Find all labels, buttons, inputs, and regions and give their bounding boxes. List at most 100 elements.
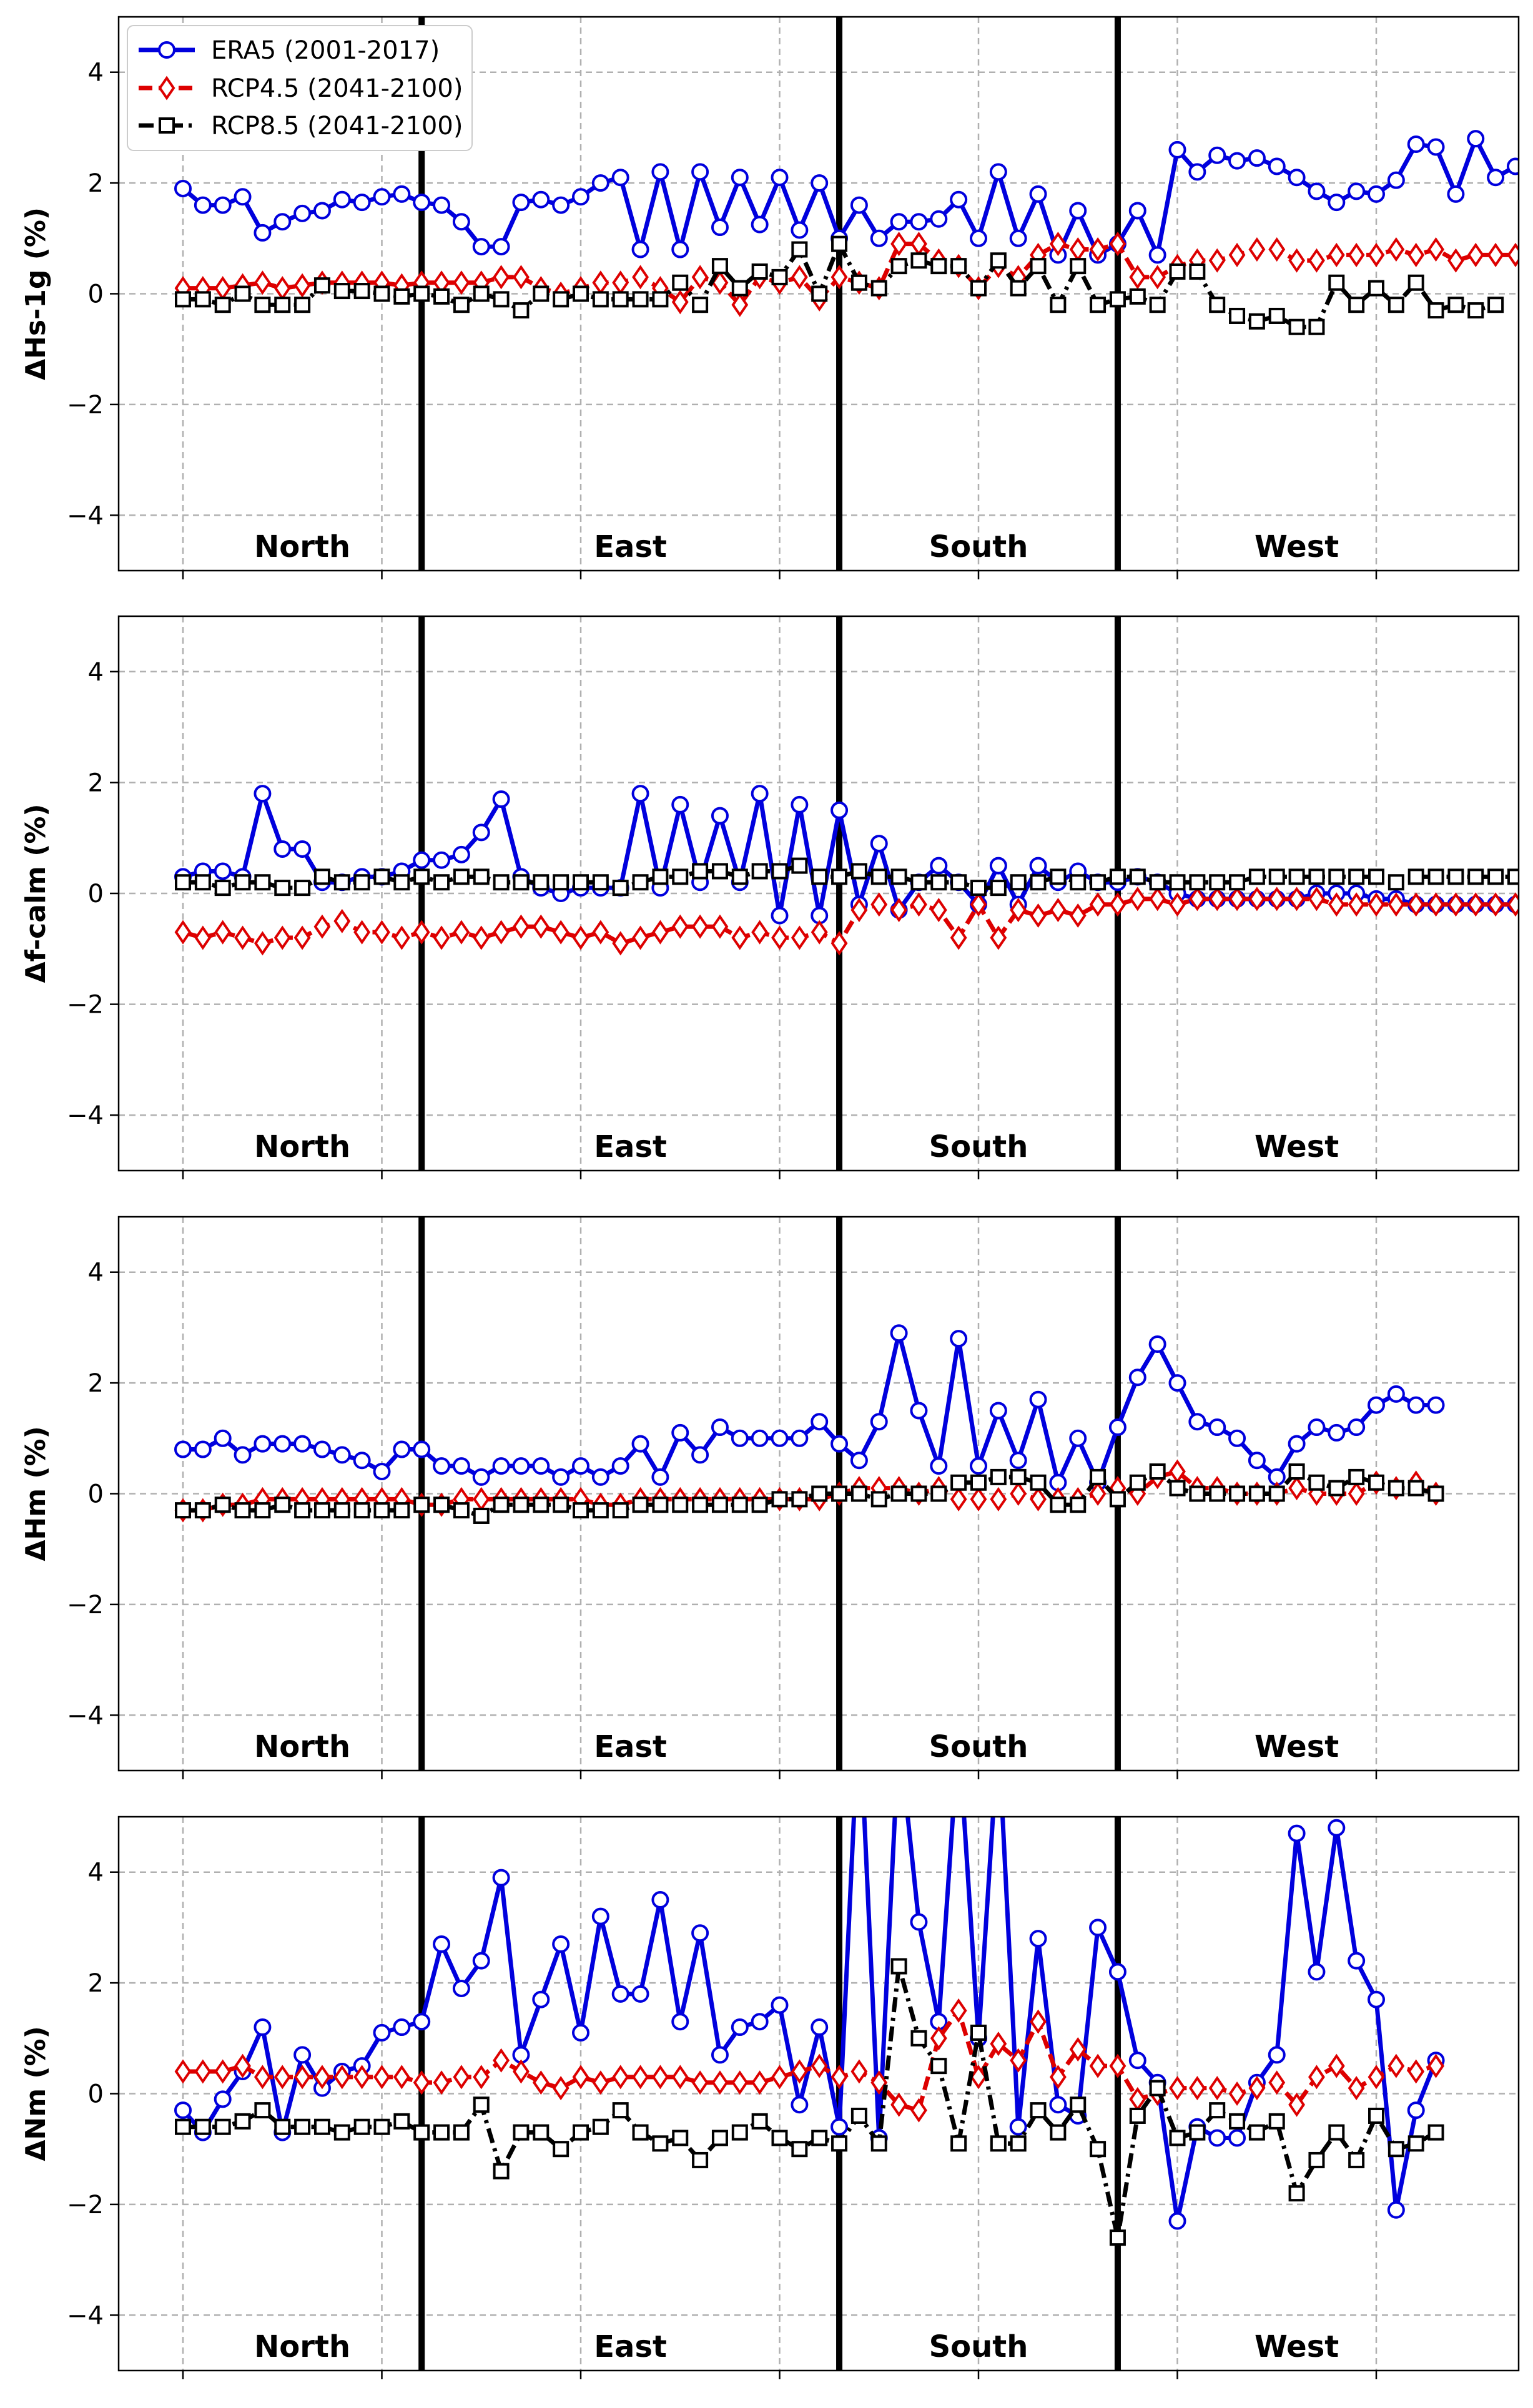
data-point-rcp45	[532, 914, 550, 939]
data-point-rcp45	[1169, 2076, 1186, 2101]
data-point-rcp85	[513, 302, 530, 319]
data-point-rcp85	[1010, 2135, 1027, 2152]
data-point-rcp85	[850, 863, 867, 880]
region-label-south: South	[929, 2329, 1028, 2364]
data-point-rcp85	[652, 1496, 669, 1513]
data-point-era5	[950, 1330, 968, 1348]
data-point-rcp85	[1487, 868, 1504, 885]
data-point-era5	[1009, 229, 1027, 247]
data-point-rcp85	[234, 874, 251, 891]
data-point-rcp85	[1189, 263, 1206, 280]
data-point-rcp85	[533, 2124, 550, 2141]
data-point-rcp85	[910, 252, 927, 269]
data-point-rcp45	[731, 292, 749, 317]
y-tick-label: 4	[88, 1859, 104, 1887]
data-point-rcp85	[592, 1502, 609, 1519]
data-point-rcp85	[234, 2113, 251, 2130]
data-point-rcp45	[1208, 2076, 1226, 2101]
data-point-era5	[274, 1435, 292, 1453]
data-point-rcp85	[811, 868, 828, 885]
data-point-rcp85	[771, 863, 788, 880]
data-point-rcp45	[1089, 237, 1107, 262]
data-point-rcp45	[1049, 2065, 1067, 2090]
data-point-era5	[811, 2018, 829, 2037]
data-point-rcp85	[1070, 2096, 1087, 2113]
data-point-rcp85	[1090, 297, 1107, 313]
data-point-rcp85	[1070, 1496, 1087, 1513]
data-point-rcp85	[274, 297, 291, 313]
data-point-rcp85	[990, 252, 1007, 269]
y-tick-label: −4	[67, 2301, 104, 2330]
data-point-era5	[1387, 2201, 1405, 2219]
data-point-rcp85	[175, 291, 191, 308]
data-point-era5	[353, 1452, 371, 1470]
data-point-rcp85	[592, 874, 609, 891]
data-point-era5	[1348, 1418, 1366, 1437]
data-point-era5	[1407, 2101, 1425, 2120]
data-point-era5	[174, 2101, 192, 2120]
data-point-era5	[254, 224, 272, 242]
data-point-rcp85	[632, 874, 649, 891]
data-point-rcp45	[1049, 898, 1067, 923]
y-tick-label: 4	[88, 658, 104, 687]
data-point-rcp85	[533, 1496, 550, 1513]
data-point-rcp85	[1090, 1468, 1107, 1485]
data-point-rcp45	[831, 265, 848, 290]
data-point-era5	[850, 196, 868, 214]
data-point-era5	[771, 169, 789, 187]
data-point-rcp45	[313, 2065, 331, 2090]
data-point-era5	[174, 179, 192, 197]
data-point-era5	[1368, 1990, 1385, 2008]
data-point-rcp85	[1149, 2080, 1166, 2096]
legend: ERA5 (2001-2017) RCP4.5 (2041-2100) RCP8.5…	[127, 25, 473, 151]
data-point-era5	[1407, 1396, 1425, 1414]
data-point-rcp45	[353, 920, 371, 945]
series-group	[174, 785, 1519, 956]
data-point-rcp45	[274, 925, 291, 950]
data-point-rcp85	[811, 285, 828, 302]
data-point-era5	[373, 2023, 391, 2042]
data-point-rcp45	[1169, 892, 1186, 917]
data-point-rcp45	[1109, 232, 1126, 257]
data-point-rcp45	[1268, 237, 1286, 262]
data-point-rcp45	[950, 1487, 967, 1511]
data-point-rcp45	[1288, 248, 1306, 273]
data-point-rcp85	[393, 1502, 410, 1519]
data-point-rcp45	[1388, 237, 1405, 262]
data-point-era5	[373, 188, 391, 206]
data-point-rcp85	[333, 874, 350, 891]
data-point-rcp85	[692, 297, 709, 313]
series-line-2	[183, 1963, 1437, 2240]
data-point-rcp85	[294, 2118, 311, 2135]
data-point-rcp45	[1447, 248, 1464, 273]
data-point-rcp45	[950, 1998, 967, 2023]
data-point-rcp45	[453, 2065, 470, 2090]
data-point-rcp45	[831, 931, 848, 956]
data-point-era5	[1487, 169, 1505, 187]
data-point-rcp85	[831, 2135, 848, 2152]
data-point-era5	[751, 2013, 769, 2031]
data-point-era5	[1506, 157, 1519, 175]
data-point-rcp85	[1427, 1485, 1444, 1502]
data-point-era5	[791, 2096, 809, 2114]
data-point-era5	[930, 210, 948, 228]
data-point-rcp85	[1487, 297, 1504, 313]
data-point-era5	[651, 163, 669, 181]
data-point-rcp45	[771, 925, 788, 950]
legend-box	[127, 25, 473, 151]
data-point-era5	[1308, 1418, 1326, 1437]
data-point-rcp85	[970, 2024, 987, 2041]
data-point-era5	[492, 1869, 510, 1887]
data-point-era5	[831, 2118, 849, 2136]
data-point-rcp45	[214, 920, 232, 945]
data-point-rcp45	[970, 2065, 987, 2090]
data-point-rcp85	[970, 880, 987, 897]
data-point-rcp45	[513, 265, 530, 290]
region-label-north: North	[254, 1129, 350, 1164]
data-point-era5	[572, 2023, 589, 2042]
data-point-rcp85	[1388, 874, 1404, 891]
data-point-rcp85	[1388, 297, 1404, 313]
data-point-era5	[1108, 1418, 1126, 1437]
data-point-era5	[731, 2018, 749, 2037]
data-point-rcp45	[651, 2065, 669, 2090]
